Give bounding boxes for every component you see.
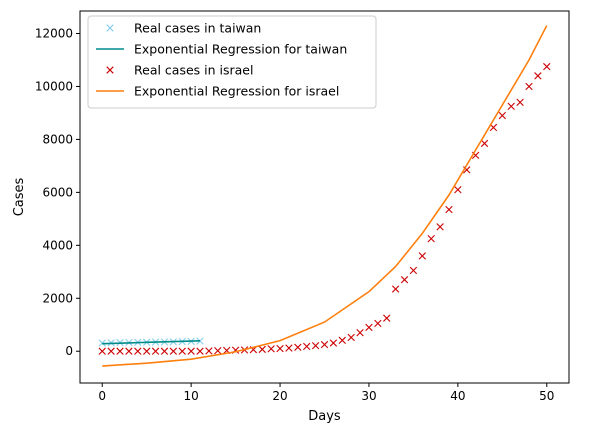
legend-item: Real cases in taiwan — [106, 21, 261, 36]
series-2-point — [142, 347, 151, 355]
y-axis-label: Cases — [12, 177, 27, 216]
series-2-point — [178, 347, 186, 355]
marks-layer — [98, 25, 551, 367]
legend-item: Real cases in israel — [106, 63, 253, 78]
series-2-point — [329, 339, 338, 347]
series-2-point — [214, 347, 222, 355]
series-2-point — [311, 341, 320, 350]
y-tick-label: 12000 — [35, 27, 73, 41]
y-tick-label: 2000 — [42, 291, 73, 305]
series-3 — [102, 25, 548, 367]
series-2-point — [187, 347, 195, 355]
series-2-point — [258, 345, 266, 354]
x-tick-label: 0 — [98, 389, 106, 403]
series-2-point — [160, 347, 169, 355]
series-2-point — [365, 323, 373, 332]
series-2-point — [276, 344, 284, 353]
x-tick-label: 30 — [361, 389, 376, 403]
series-2-point — [534, 72, 542, 80]
legend-label: Exponential Regression for israel — [134, 84, 339, 99]
series-2-point — [409, 266, 418, 275]
series-2-point — [107, 347, 115, 355]
series-2-point — [418, 252, 426, 260]
series-2-point — [151, 347, 160, 355]
series-2-point — [525, 82, 533, 91]
x-tick-label: 10 — [183, 389, 198, 403]
series-2-point — [400, 276, 409, 284]
x-tick-label: 40 — [450, 389, 465, 403]
series-2-point — [196, 347, 204, 355]
x-axis-label: Days — [308, 409, 341, 424]
series-2-point — [543, 62, 551, 71]
series-2-point — [498, 111, 507, 120]
series-2-point — [285, 344, 293, 352]
series-2-point — [294, 343, 302, 351]
legend-item: Exponential Regression for taiwan — [96, 42, 347, 57]
series-2-point — [391, 285, 400, 293]
series-2 — [98, 62, 551, 355]
series-2-point — [489, 123, 498, 132]
series-2-point — [436, 223, 444, 231]
series-1 — [102, 339, 201, 345]
series-2-point — [383, 314, 391, 322]
legend-label: Real cases in taiwan — [134, 21, 261, 36]
legend-box — [87, 15, 377, 109]
series-3-line — [102, 25, 548, 367]
series-2-point — [480, 139, 489, 148]
series-2-point — [454, 186, 462, 194]
series-2-point — [516, 98, 524, 107]
series-2-point — [445, 205, 453, 214]
y-tick-label: 6000 — [42, 185, 73, 199]
y-tick-label: 4000 — [42, 238, 73, 252]
x-tick-label: 50 — [539, 389, 554, 403]
series-2-point — [338, 336, 346, 345]
series-2-point — [134, 347, 142, 355]
axes-frame — [79, 10, 570, 384]
series-2-point — [320, 340, 329, 349]
y-tick-label: 10000 — [35, 79, 73, 93]
series-2-point — [98, 347, 106, 355]
x-tick-label: 20 — [272, 389, 287, 403]
legend-marker-swatch — [106, 66, 114, 74]
legend: Real cases in taiwan Exponential Regressi… — [87, 15, 377, 109]
series-2-point — [205, 347, 213, 355]
series-2-point — [125, 347, 133, 355]
series-2-point — [347, 333, 355, 342]
legend-marker-swatch — [106, 24, 114, 32]
series-2-point — [374, 319, 382, 328]
y-tick-label: 8000 — [42, 132, 73, 146]
legend-label: Real cases in israel — [134, 63, 253, 78]
series-2-point — [267, 345, 275, 353]
series-2-point — [303, 342, 311, 351]
series-1-line — [102, 339, 201, 345]
series-2-point — [356, 329, 364, 337]
series-2-point — [427, 235, 435, 243]
series-2-point — [169, 347, 178, 355]
y-tick-label: 0 — [65, 344, 73, 358]
legend-item: Exponential Regression for israel — [96, 84, 339, 99]
legend-label: Exponential Regression for taiwan — [134, 42, 347, 57]
ticks-layer: 0 10 20 30 40 50 0 2000 4000 6000 8000 10000 12000 — [35, 27, 555, 403]
series-2-point — [507, 102, 515, 111]
series-2-point — [116, 347, 124, 355]
